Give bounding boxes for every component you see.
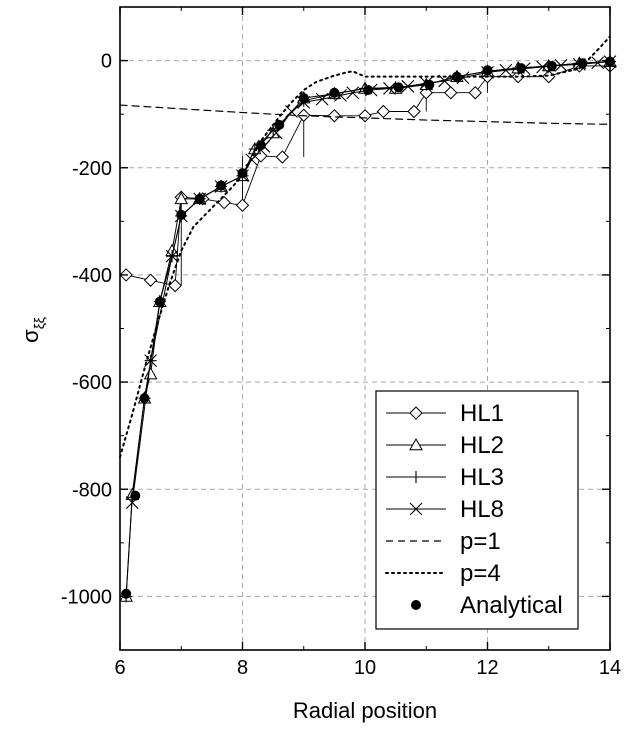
data-point: [143, 273, 158, 287]
series-layer: [119, 35, 617, 603]
data-point: [401, 79, 415, 93]
y-tick-label: -800: [72, 479, 112, 501]
data-point: [237, 168, 248, 179]
data-point: [554, 59, 568, 72]
data-point: [168, 278, 182, 293]
x-tick-label: 8: [237, 657, 248, 679]
legend-label: p=1: [460, 528, 501, 555]
data-point: [438, 74, 452, 88]
y-tick-label: -600: [72, 372, 112, 394]
data-point: [591, 56, 605, 70]
data-point: [358, 109, 372, 123]
data-point: [143, 367, 158, 380]
legend-marker: [411, 600, 421, 610]
legend-label: HL1: [460, 400, 504, 427]
data-point: [499, 63, 513, 77]
data-point: [194, 193, 205, 204]
data-point: [407, 104, 421, 119]
data-point: [154, 296, 165, 307]
data-point: [139, 393, 150, 404]
legend-marker: [409, 437, 423, 451]
legend-item-hl1: HL1: [386, 400, 504, 427]
axis-ticks: 6 8 10 12 14 0 -200 -400 -600 -800 -1000: [61, 6, 621, 679]
legend-item-hl2: HL2: [386, 432, 504, 459]
legend-label: p=4: [460, 560, 501, 587]
legend: HL1 HL2 HL3 HL8 p=1 p=4 Analytical: [375, 390, 579, 630]
legend-label: HL3: [460, 464, 504, 491]
data-point: [424, 79, 435, 90]
legend-label: Analytical: [460, 592, 563, 619]
y-tick-label: -1000: [61, 586, 112, 608]
series-p-1: [119, 104, 611, 125]
data-point: [235, 198, 250, 212]
data-point: [383, 82, 396, 95]
data-point: [274, 119, 285, 130]
legend-item-analytical: Analytical: [411, 592, 563, 619]
legend-label: HL2: [460, 432, 504, 459]
y-axis-title: σξξ: [18, 317, 47, 343]
legend-item-hl8: HL8: [386, 496, 504, 523]
data-point: [393, 82, 404, 93]
data-point: [546, 60, 557, 71]
x-tick-label: 14: [599, 657, 621, 679]
data-point: [216, 180, 227, 191]
legend-marker: [409, 406, 423, 420]
data-point: [468, 86, 482, 100]
y-axis-title-subscript: ξξ: [31, 317, 47, 329]
data-point: [482, 65, 493, 76]
legend-item-hl3: HL3: [386, 464, 504, 491]
data-point: [516, 63, 527, 74]
series-line: [119, 35, 611, 459]
data-point: [451, 71, 462, 82]
data-point: [327, 109, 342, 123]
x-tick-label: 12: [476, 657, 498, 679]
data-point: [275, 150, 290, 164]
legend-marker: [410, 471, 422, 483]
legend-marker: [409, 502, 423, 516]
svg-text:σξξ: σξξ: [18, 317, 47, 343]
data-point: [329, 87, 340, 98]
data-point: [174, 191, 189, 205]
data-point: [176, 209, 187, 220]
data-point: [315, 92, 329, 106]
legend-box: [375, 390, 579, 630]
series-line: [119, 104, 611, 125]
x-tick-label: 10: [354, 657, 376, 679]
y-axis-title-main: σ: [18, 329, 43, 343]
data-point: [165, 249, 179, 263]
data-point: [298, 93, 309, 104]
data-point: [363, 85, 374, 96]
series-analytical: [121, 56, 615, 599]
legend-label: HL8: [460, 496, 504, 523]
data-point: [577, 58, 588, 69]
legend-item-p-4: p=4: [385, 560, 501, 587]
data-point: [536, 60, 550, 74]
y-tick-label: 0: [101, 51, 112, 73]
x-tick-label: 6: [114, 657, 125, 679]
data-point: [217, 195, 231, 210]
data-point: [444, 86, 458, 100]
data-point: [130, 490, 141, 501]
data-point: [121, 588, 132, 599]
y-tick-label: -400: [72, 265, 112, 287]
data-point: [376, 104, 391, 119]
data-point: [419, 86, 433, 100]
series-p-4: [119, 35, 611, 459]
data-point: [255, 140, 266, 151]
data-point: [346, 86, 360, 100]
y-tick-label: -200: [72, 158, 112, 180]
series-line: [126, 65, 610, 287]
legend-item-p-1: p=1: [386, 528, 501, 555]
x-axis-title: Radial position: [293, 698, 437, 723]
